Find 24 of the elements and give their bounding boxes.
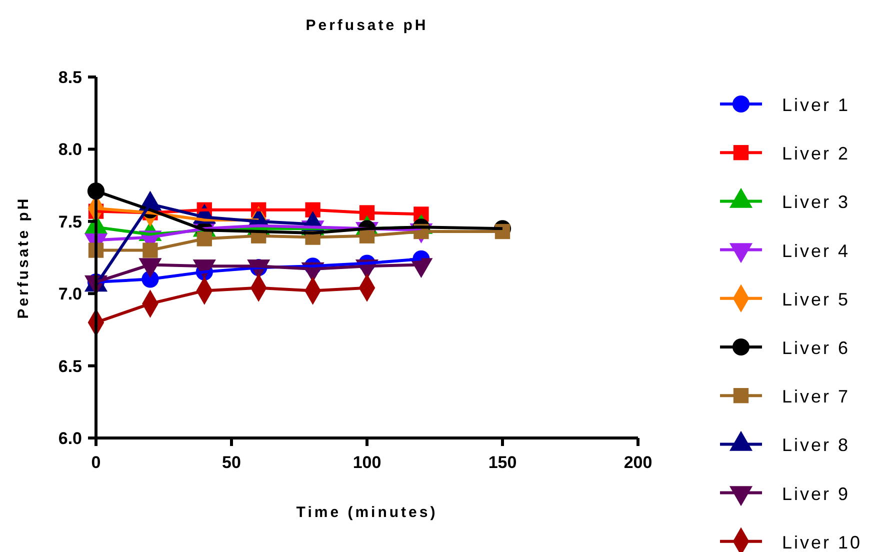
legend-label: Liver 8 (782, 435, 850, 456)
legend-label: Liver 9 (782, 484, 850, 504)
y-tick-label: 8.0 (58, 140, 82, 160)
legend-label: Liver 7 (782, 386, 850, 407)
x-tick-label: 150 (488, 453, 517, 472)
y-tick-label: 7.5 (58, 212, 82, 232)
legend-label: Liver 5 (782, 289, 850, 310)
x-axis-title: Time (minutes) (296, 504, 438, 521)
legend-label: Liver 6 (782, 338, 850, 358)
legend-label: Liver 3 (782, 192, 850, 212)
y-tick-label: 8.5 (58, 68, 82, 87)
legend-label: Liver 1 (782, 95, 850, 115)
chart-title: Perfusate pH (306, 17, 428, 34)
x-tick-label: 100 (352, 453, 382, 472)
y-tick-label: 6.0 (58, 429, 82, 448)
x-tick-label: 200 (624, 453, 652, 472)
legend-label: Liver 4 (782, 240, 850, 261)
x-tick-label: 0 (91, 453, 101, 472)
legend-label: Liver 10 (782, 532, 862, 552)
y-tick-label: 7.0 (58, 284, 82, 304)
y-tick-label: 6.5 (58, 356, 82, 376)
y-axis-title: Perfusate pH (15, 196, 32, 319)
x-tick-label: 50 (222, 453, 241, 472)
legend-label: Liver 2 (782, 144, 850, 164)
